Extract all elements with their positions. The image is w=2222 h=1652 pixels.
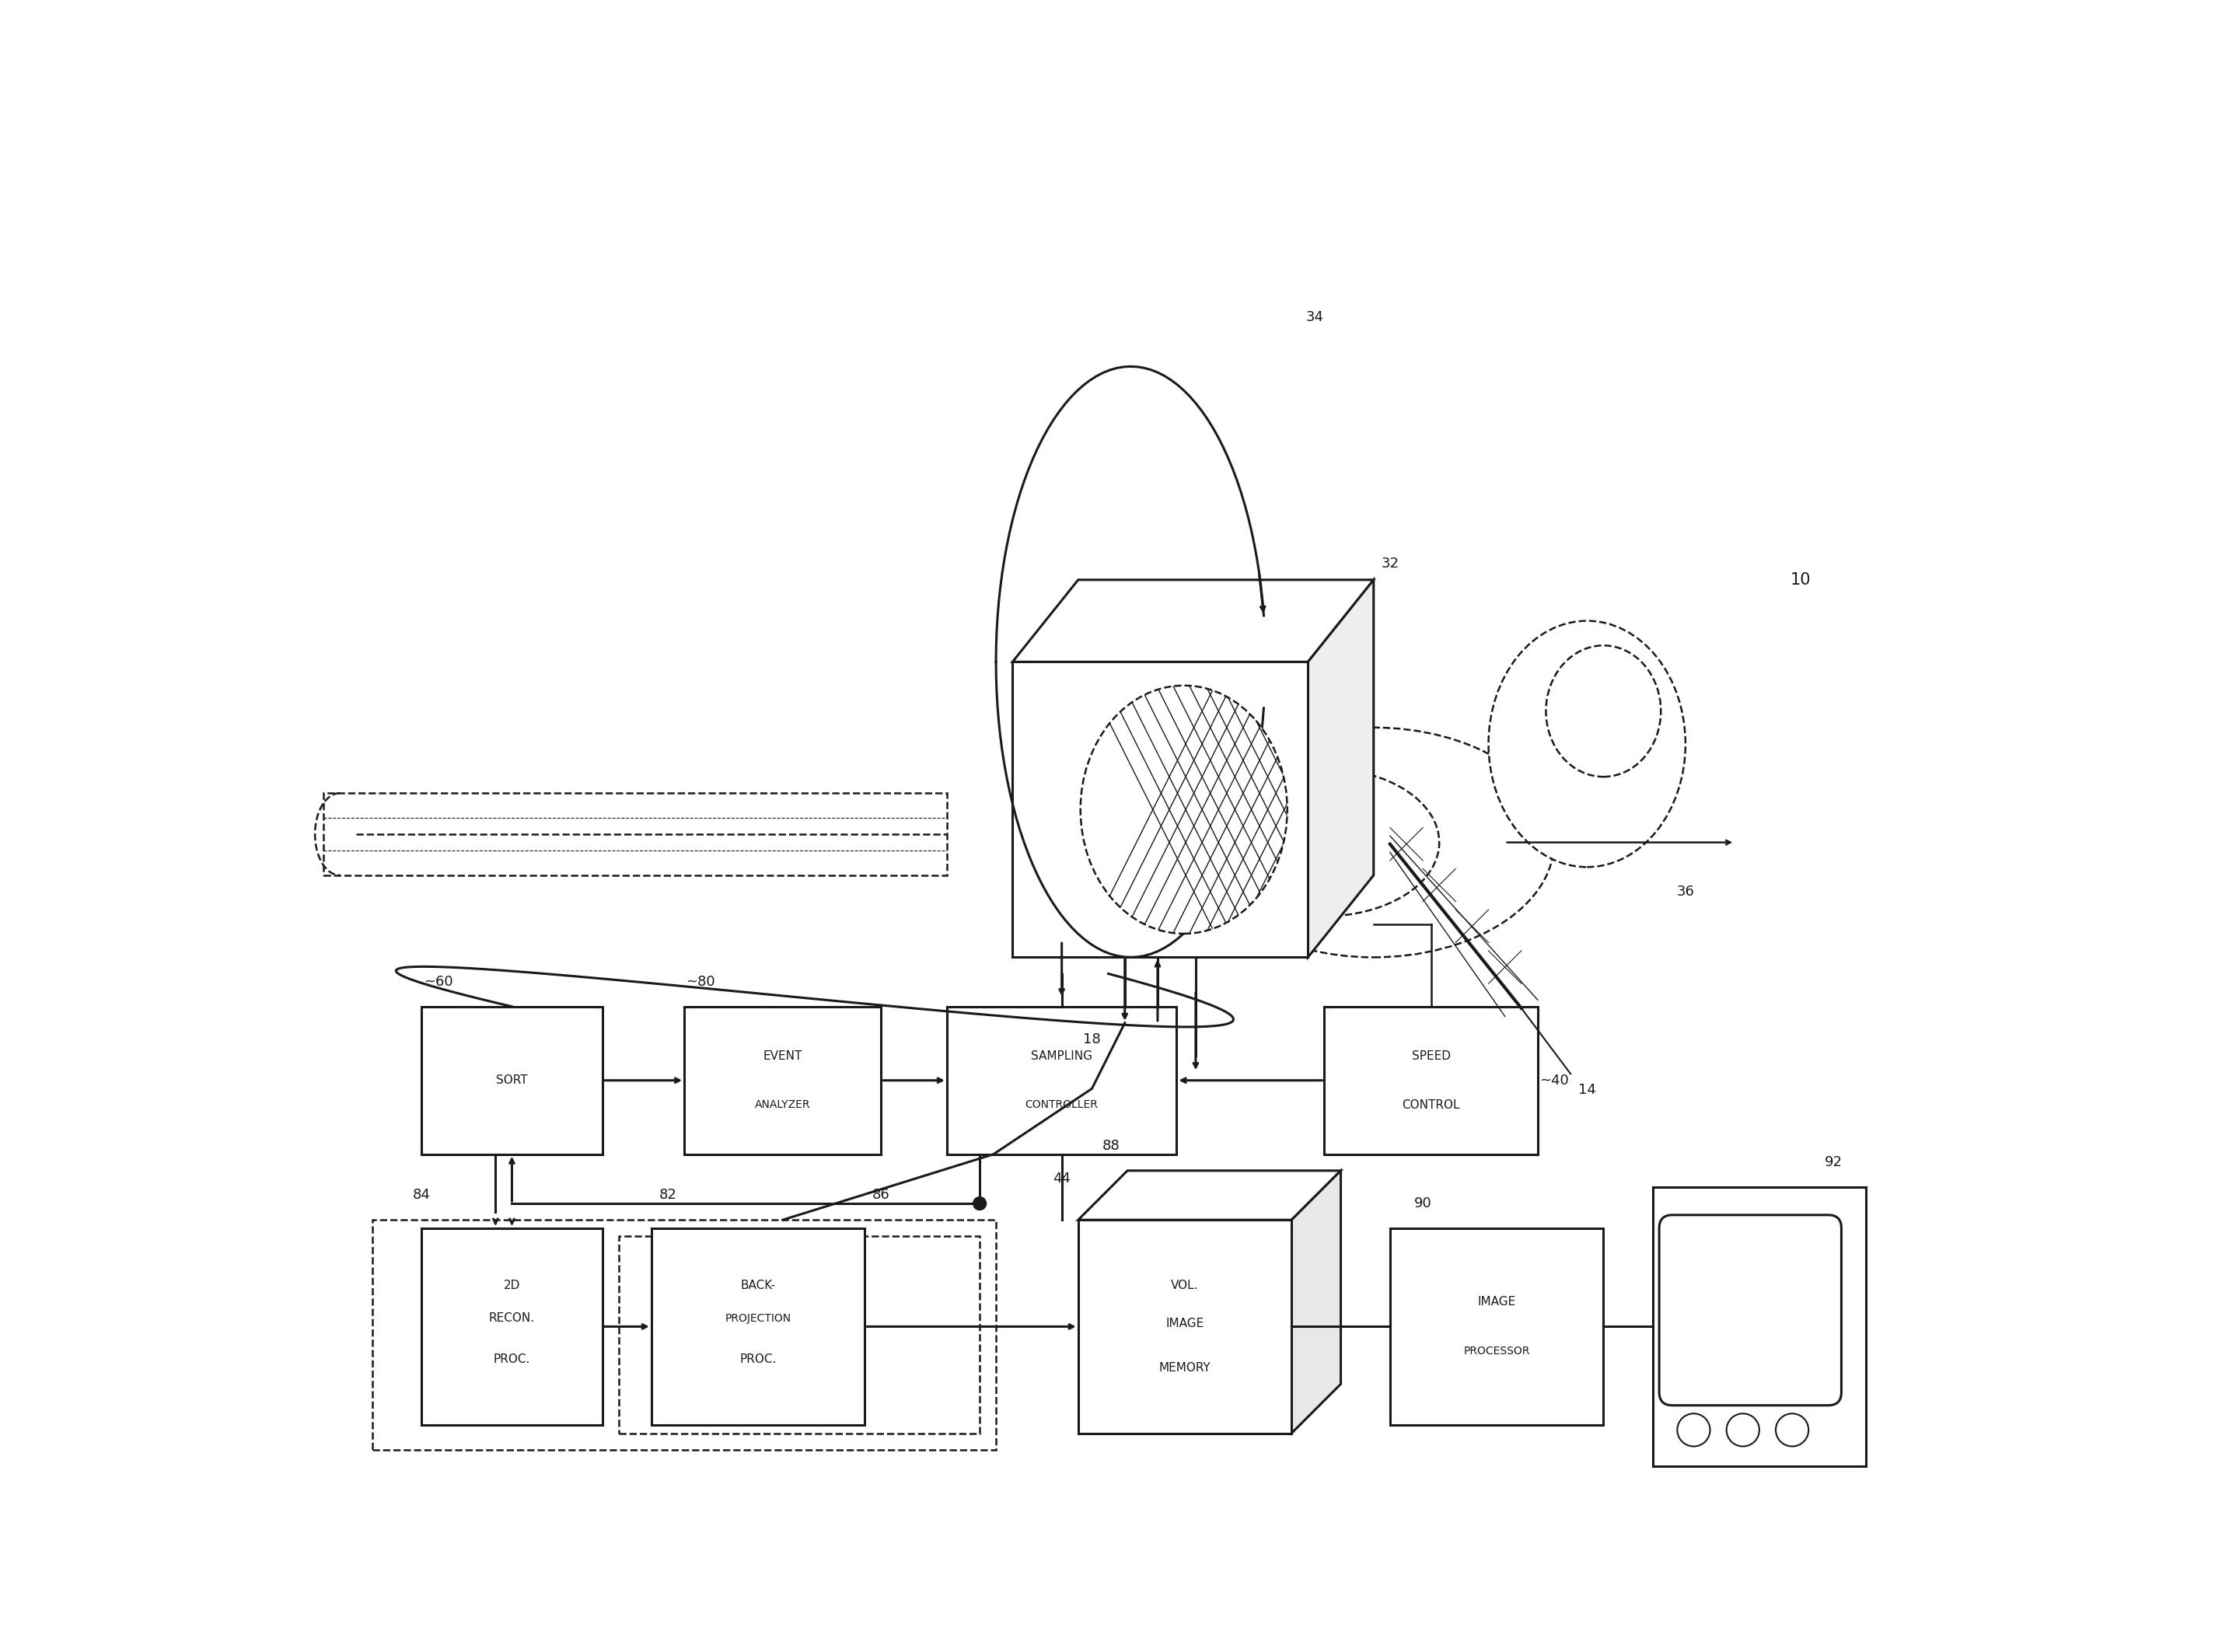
Text: 88: 88 — [1102, 1138, 1120, 1153]
Text: SAMPLING: SAMPLING — [1031, 1051, 1093, 1062]
Text: BACK-: BACK- — [740, 1280, 775, 1292]
Circle shape — [1726, 1414, 1760, 1447]
Ellipse shape — [1193, 727, 1553, 957]
Text: 34: 34 — [1307, 311, 1324, 324]
Circle shape — [1678, 1414, 1711, 1447]
Text: 14: 14 — [1578, 1084, 1595, 1097]
Text: EVENT: EVENT — [762, 1051, 802, 1062]
Text: PROC.: PROC. — [740, 1353, 775, 1365]
Text: ANALYZER: ANALYZER — [755, 1100, 811, 1110]
Ellipse shape — [1547, 646, 1660, 776]
Text: CONTROL: CONTROL — [1402, 1099, 1460, 1110]
Bar — [422, 1227, 602, 1426]
Text: VOL.: VOL. — [1171, 1280, 1198, 1292]
Text: CONTROLLER: CONTROLLER — [1024, 1100, 1098, 1110]
Polygon shape — [1078, 1171, 1340, 1219]
Ellipse shape — [1489, 621, 1686, 867]
Ellipse shape — [1080, 686, 1287, 933]
Bar — [1653, 1188, 1866, 1465]
Text: PROCESSOR: PROCESSOR — [1464, 1346, 1531, 1356]
Text: PROJECTION: PROJECTION — [724, 1313, 791, 1323]
Ellipse shape — [1209, 768, 1440, 917]
Text: 86: 86 — [873, 1188, 891, 1203]
Text: SORT: SORT — [496, 1074, 527, 1087]
Text: 2D: 2D — [504, 1280, 520, 1292]
Text: RECON.: RECON. — [489, 1313, 536, 1325]
Text: IMAGE: IMAGE — [1478, 1297, 1515, 1308]
Bar — [1391, 1227, 1604, 1426]
Text: ~80: ~80 — [687, 975, 715, 990]
Bar — [1324, 1006, 1538, 1155]
Bar — [1013, 662, 1309, 957]
Text: 10: 10 — [1791, 572, 1811, 588]
Text: 82: 82 — [660, 1188, 678, 1203]
Text: 92: 92 — [1824, 1155, 1842, 1170]
Text: 36: 36 — [1678, 885, 1695, 899]
Text: 84: 84 — [413, 1188, 431, 1203]
Bar — [651, 1227, 864, 1426]
Circle shape — [1775, 1414, 1809, 1447]
Bar — [422, 1006, 602, 1155]
Text: ~40: ~40 — [1540, 1074, 1569, 1087]
Bar — [373, 1219, 995, 1450]
Text: PROC.: PROC. — [493, 1353, 531, 1365]
Bar — [684, 1006, 882, 1155]
Bar — [947, 1006, 1178, 1155]
Text: 18: 18 — [1082, 1032, 1100, 1046]
Polygon shape — [1013, 580, 1373, 662]
Text: SPEED: SPEED — [1411, 1051, 1451, 1062]
Text: MEMORY: MEMORY — [1160, 1361, 1211, 1373]
Text: 32: 32 — [1382, 557, 1400, 570]
Bar — [322, 793, 947, 876]
Polygon shape — [1291, 1171, 1340, 1434]
Bar — [618, 1236, 980, 1434]
Bar — [1078, 1219, 1291, 1434]
Text: IMAGE: IMAGE — [1167, 1317, 1204, 1330]
Text: 90: 90 — [1413, 1196, 1431, 1211]
FancyBboxPatch shape — [1660, 1214, 1842, 1406]
Polygon shape — [1309, 580, 1373, 957]
Text: ~60: ~60 — [424, 975, 453, 990]
Circle shape — [973, 1198, 987, 1209]
Text: 44: 44 — [1053, 1171, 1071, 1186]
